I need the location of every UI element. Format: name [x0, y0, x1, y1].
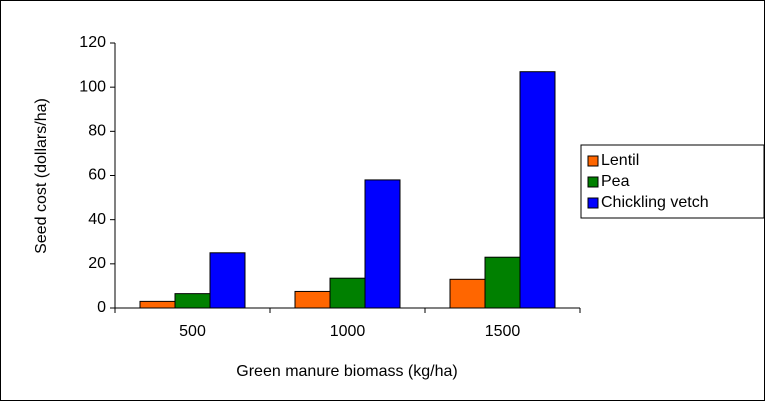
x-axis-title: Green manure biomass (kg/ha) — [236, 363, 457, 380]
x-tick-label: 500 — [179, 323, 206, 340]
x-tick-label: 1500 — [485, 323, 521, 340]
y-tick-label: 120 — [79, 34, 106, 51]
legend-label: Lentil — [601, 152, 639, 169]
y-tick-label: 40 — [88, 211, 106, 228]
y-tick-label: 0 — [97, 299, 106, 316]
bar — [174, 293, 211, 309]
legend-swatch — [587, 176, 599, 188]
y-tick-label: 80 — [88, 123, 106, 140]
legend-box — [580, 144, 765, 219]
legend-label: Chickling vetch — [601, 194, 709, 211]
legend-swatch — [587, 155, 599, 167]
x-tick-label: 1000 — [330, 323, 366, 340]
bar — [139, 300, 176, 309]
legend-swatch — [587, 197, 599, 209]
bar — [294, 290, 331, 309]
bar — [329, 277, 366, 309]
bar — [209, 252, 246, 309]
y-axis-title: Seed cost (dollars/ha) — [33, 98, 50, 254]
y-tick-label: 20 — [88, 255, 106, 272]
legend-label: Pea — [601, 173, 630, 190]
bar — [364, 179, 401, 309]
bar — [484, 256, 521, 309]
y-tick-label: 60 — [88, 167, 106, 184]
y-tick-label: 100 — [79, 78, 106, 95]
bar — [449, 278, 486, 309]
bar — [519, 71, 556, 309]
